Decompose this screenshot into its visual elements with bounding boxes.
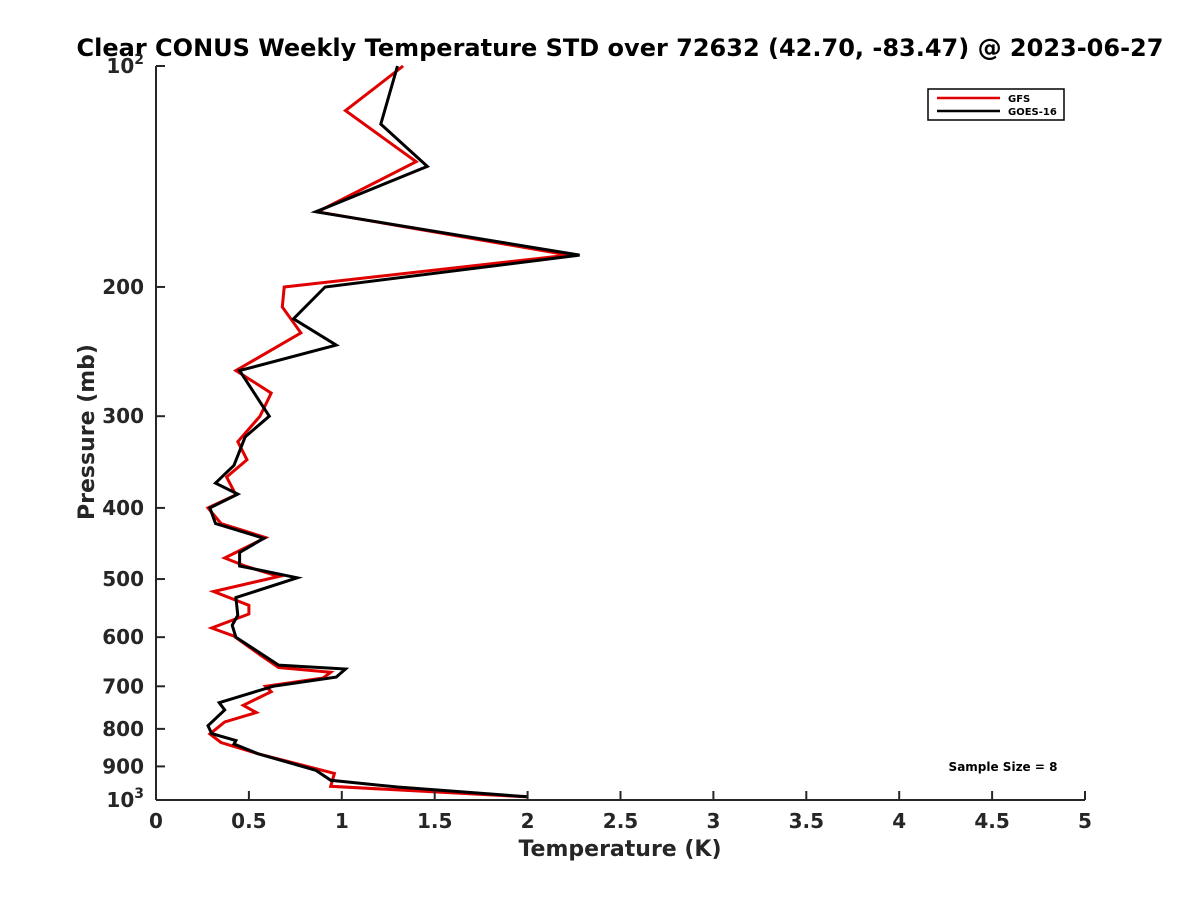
x-tick-label: 1.5 — [417, 809, 452, 833]
x-tick-label: 0 — [149, 809, 163, 833]
x-tick-label: 2 — [521, 809, 535, 833]
x-tick-label: 3 — [706, 809, 720, 833]
series-layer — [205, 64, 580, 799]
y-tick-label: 102 — [106, 52, 144, 78]
legend-label: GFS — [1008, 94, 1030, 105]
series-line-goes-16 — [206, 65, 580, 799]
chart-title: Clear CONUS Weekly Temperature STD over … — [77, 34, 1164, 62]
legend-box — [927, 88, 1065, 121]
y-tick-label: 103 — [106, 786, 144, 812]
y-tick-label: 700 — [102, 674, 144, 698]
x-tick-label: 0.5 — [231, 809, 266, 833]
y-tick-label: 300 — [102, 404, 144, 428]
x-tick-label: 1 — [335, 809, 349, 833]
axes-layer: 0 0.5 1 1.5 2 2.5 3 3.5 4 4.5 5 102 200 300 400 500 600 7… — [102, 52, 1092, 833]
y-tick-label: 800 — [102, 717, 144, 741]
y-tick-label: 400 — [102, 496, 144, 520]
y-axis-label: Pressure (mb) — [75, 344, 100, 520]
legend-label: GOES-16 — [1008, 107, 1057, 118]
x-tick-label: 3.5 — [789, 809, 824, 833]
y-tick-label: 900 — [102, 754, 144, 778]
y-tick-label: 500 — [102, 567, 144, 591]
x-axis-label: Temperature (K) — [518, 837, 721, 862]
x-tick-label: 5 — [1078, 809, 1092, 833]
x-tick-label: 4 — [892, 809, 906, 833]
sample-size-annotation: Sample Size = 8 — [949, 760, 1058, 774]
series-line-gfs — [205, 64, 569, 799]
y-tick-label: 200 — [102, 275, 144, 299]
y-tick-label: 600 — [102, 625, 144, 649]
legend: GFS GOES-16 — [927, 88, 1065, 121]
x-tick-label: 4.5 — [974, 809, 1009, 833]
x-tick-label: 2.5 — [603, 809, 638, 833]
